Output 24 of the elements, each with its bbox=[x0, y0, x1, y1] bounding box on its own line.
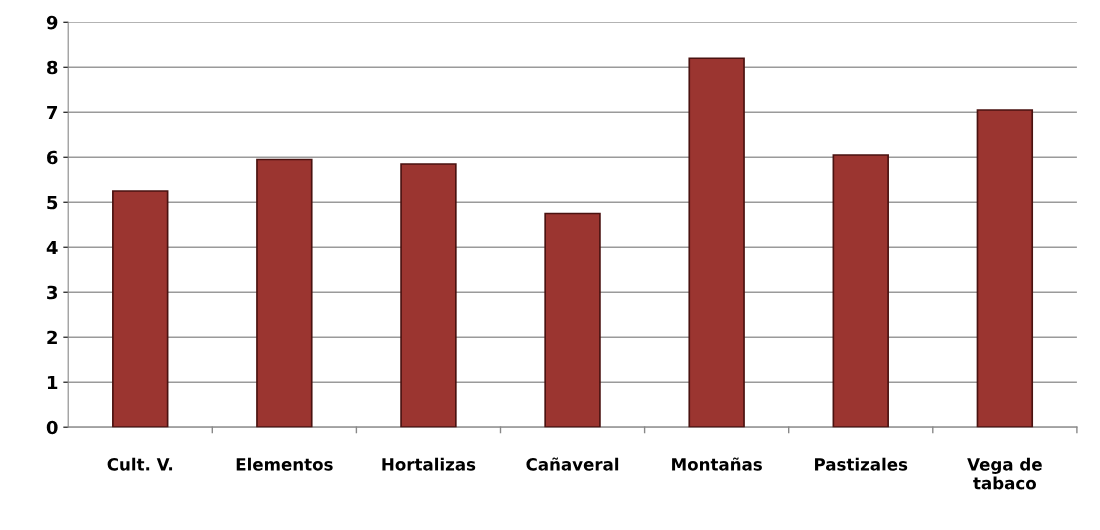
y-tick-label: 3 bbox=[47, 285, 58, 300]
bar bbox=[544, 212, 601, 428]
x-tick-label: Cult. V. bbox=[107, 457, 173, 471]
x-tick-label: Montañas bbox=[672, 457, 762, 471]
y-tick-label: 6 bbox=[47, 150, 58, 165]
bar bbox=[832, 154, 889, 428]
bar bbox=[400, 163, 457, 428]
x-tick-label: Cañaveral bbox=[526, 457, 619, 471]
y-tick-label: 0 bbox=[46, 420, 58, 435]
y-tick-label: 1 bbox=[47, 375, 58, 390]
bar bbox=[112, 190, 169, 428]
x-tick-label: Hortalizas bbox=[382, 457, 476, 471]
y-tick-label: 8 bbox=[47, 60, 58, 75]
x-tick-label: Elementos bbox=[236, 457, 333, 471]
x-tick-label: Vega de tabaco bbox=[967, 457, 1042, 490]
y-tick-label: 7 bbox=[47, 105, 58, 120]
y-tick-label: 9 bbox=[46, 15, 58, 30]
y-tick-label: 5 bbox=[47, 195, 58, 210]
y-tick-label: 2 bbox=[47, 330, 57, 345]
bar bbox=[688, 57, 745, 428]
bar bbox=[976, 109, 1034, 428]
bar bbox=[256, 158, 313, 428]
y-tick-label: 4 bbox=[46, 240, 58, 255]
x-tick-label: Pastizales bbox=[815, 457, 908, 471]
